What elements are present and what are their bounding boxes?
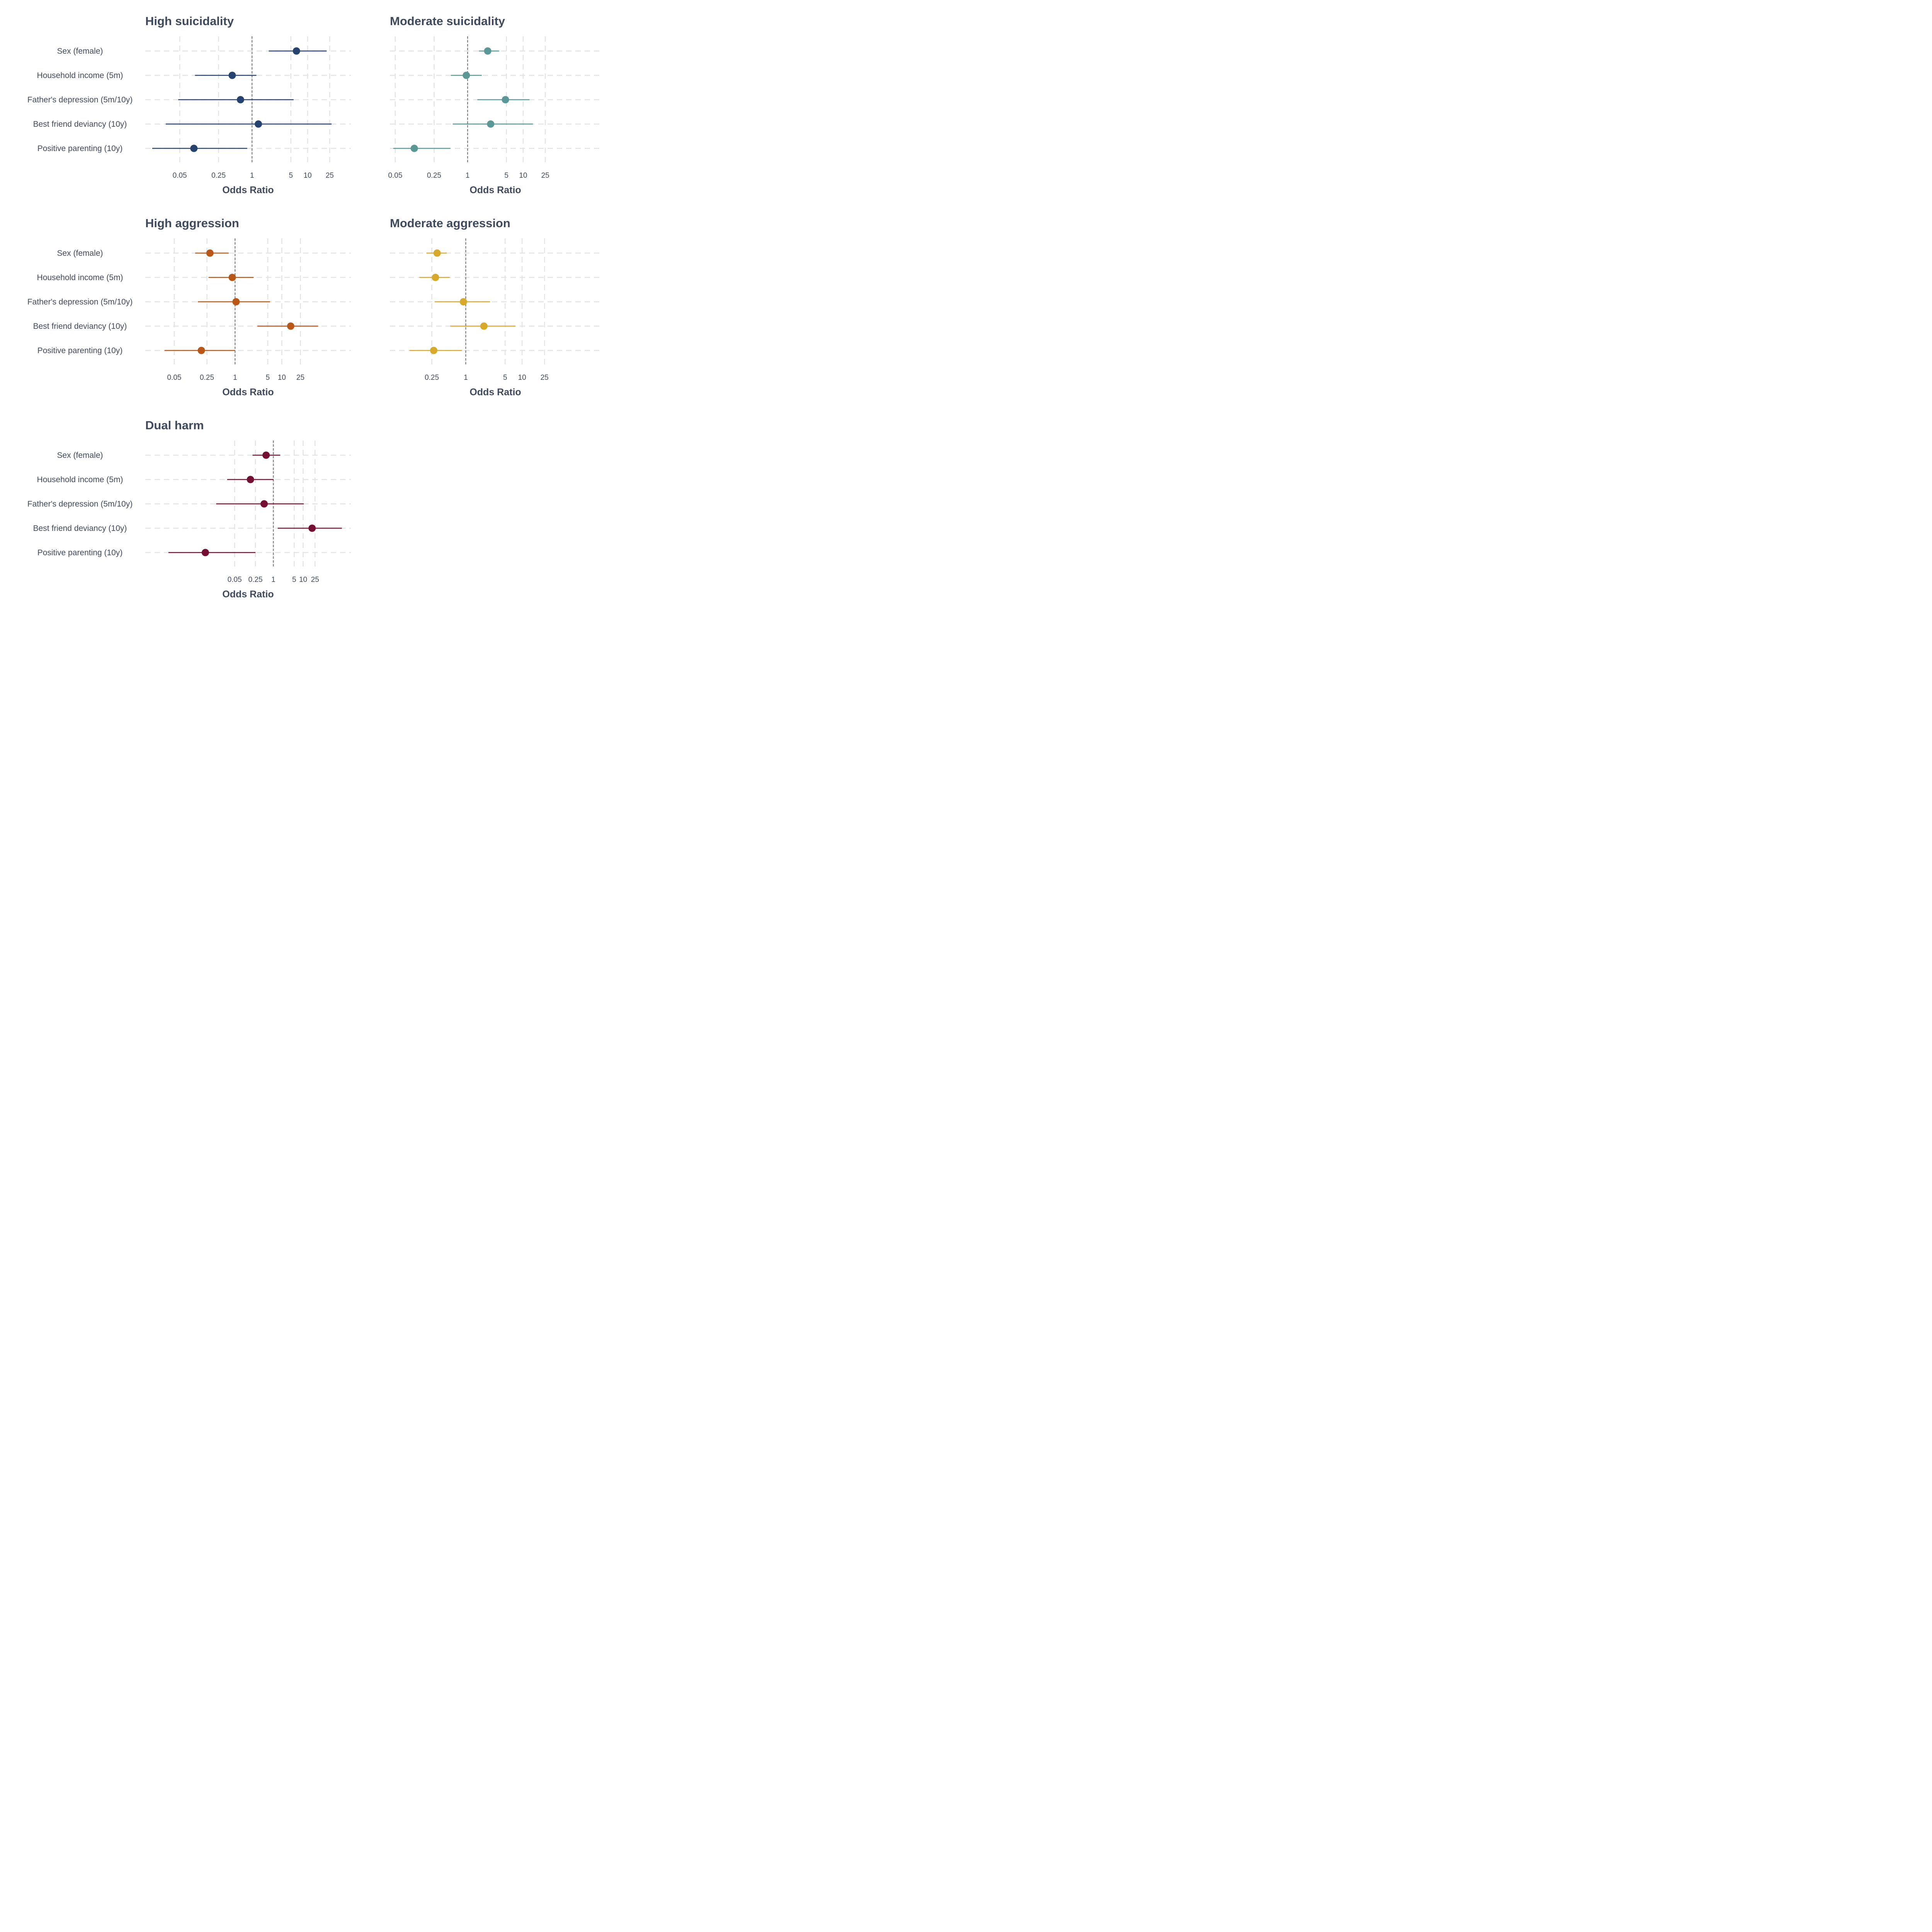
estimate-point <box>480 322 488 330</box>
estimate-point <box>197 347 205 354</box>
estimate-point <box>201 549 209 556</box>
estimate-point <box>487 120 495 128</box>
x-tick-label: 5 <box>504 172 509 180</box>
category-label: Sex (female) <box>57 451 103 460</box>
x-tick-label: 25 <box>326 172 334 180</box>
estimate-point <box>308 524 316 532</box>
category-label: Household income (5m) <box>37 71 123 80</box>
panel-title: High suicidality <box>145 14 234 28</box>
x-tick-label: 5 <box>266 374 270 382</box>
estimate-point <box>463 71 470 79</box>
category-label: Sex (female) <box>57 249 103 258</box>
panel-title: High aggression <box>145 216 239 230</box>
panel-title: Dual harm <box>145 418 204 432</box>
x-tick-label: 1 <box>464 374 468 382</box>
category-label: Best friend deviancy (10y) <box>33 120 127 129</box>
x-tick-label: 1 <box>466 172 470 180</box>
x-axis-title: Odds Ratio <box>222 185 274 196</box>
category-label: Household income (5m) <box>37 273 123 282</box>
x-tick-label: 10 <box>304 172 312 180</box>
x-tick-label: 0.25 <box>211 172 226 180</box>
forest-plot-figure: High suicidality Sex (female) Household in… <box>27 14 601 600</box>
x-tick-label: 25 <box>296 374 304 382</box>
estimate-point <box>262 451 270 459</box>
estimate-point <box>247 476 254 483</box>
estimate-point <box>287 322 294 330</box>
panel-moderate-suicidality: Moderate suicidality 0.05 0.25 1 5 10 25 Odds R… <box>388 14 601 196</box>
x-tick-label: 1 <box>233 374 237 382</box>
x-tick-label: 0.05 <box>228 576 242 584</box>
x-tick-label: 25 <box>311 576 319 584</box>
x-tick-label: 0.05 <box>388 172 402 180</box>
panel-moderate-aggression: Moderate aggression 0.25 1 5 10 25 Odds Ratio <box>390 216 601 398</box>
panel-title: Moderate aggression <box>390 216 510 230</box>
category-label: Positive parenting (10y) <box>37 144 123 153</box>
estimate-point <box>433 249 441 257</box>
panel-high-suicidality: High suicidality Sex (female) Household in… <box>27 14 351 196</box>
estimate-point <box>232 298 240 306</box>
estimate-point <box>228 274 236 281</box>
x-tick-label: 25 <box>541 172 549 180</box>
x-tick-label: 0.25 <box>427 172 441 180</box>
x-axis-title: Odds Ratio <box>222 589 274 600</box>
category-label: Positive parenting (10y) <box>37 346 123 355</box>
panel-title: Moderate suicidality <box>390 14 505 28</box>
x-tick-label: 5 <box>503 374 507 382</box>
x-tick-label: 5 <box>292 576 296 584</box>
x-tick-label: 10 <box>519 172 527 180</box>
x-tick-label: 1 <box>271 576 276 584</box>
x-axis-title: Odds Ratio <box>469 387 521 398</box>
x-tick-label: 10 <box>299 576 307 584</box>
category-label: Father's depression (5m/10y) <box>27 500 133 509</box>
category-label: Best friend deviancy (10y) <box>33 322 127 331</box>
estimate-point <box>228 71 236 79</box>
estimate-point <box>459 298 467 306</box>
x-tick-label: 0.25 <box>200 374 214 382</box>
estimate-point <box>190 145 198 152</box>
x-tick-label: 5 <box>289 172 293 180</box>
x-tick-label: 10 <box>518 374 526 382</box>
x-axis-title: Odds Ratio <box>469 185 521 196</box>
estimate-point <box>260 500 268 508</box>
estimate-point <box>432 274 439 281</box>
estimate-point <box>484 47 492 55</box>
x-axis-title: Odds Ratio <box>222 387 274 398</box>
x-tick-label: 10 <box>278 374 286 382</box>
category-label: Sex (female) <box>57 47 103 56</box>
estimate-point <box>502 96 509 104</box>
category-label: Household income (5m) <box>37 475 123 484</box>
x-tick-label: 0.25 <box>248 576 263 584</box>
x-tick-label: 1 <box>250 172 254 180</box>
category-label: Father's depression (5m/10y) <box>27 95 133 104</box>
estimate-point <box>236 96 244 104</box>
estimate-point <box>206 249 214 257</box>
panel-high-aggression: High aggression Sex (female) Household inc… <box>27 216 351 398</box>
estimate-point <box>293 47 300 55</box>
estimate-point <box>430 347 437 354</box>
category-label: Positive parenting (10y) <box>37 548 123 557</box>
estimate-point <box>255 120 262 128</box>
x-tick-label: 0.25 <box>425 374 439 382</box>
panel-dual-harm: Dual harm Sex (female) Household income (5… <box>27 418 351 600</box>
estimate-point <box>410 145 418 152</box>
category-label: Best friend deviancy (10y) <box>33 524 127 533</box>
x-tick-label: 0.05 <box>167 374 181 382</box>
x-tick-label: 0.05 <box>173 172 187 180</box>
category-label: Father's depression (5m/10y) <box>27 298 133 306</box>
x-tick-label: 25 <box>541 374 549 382</box>
